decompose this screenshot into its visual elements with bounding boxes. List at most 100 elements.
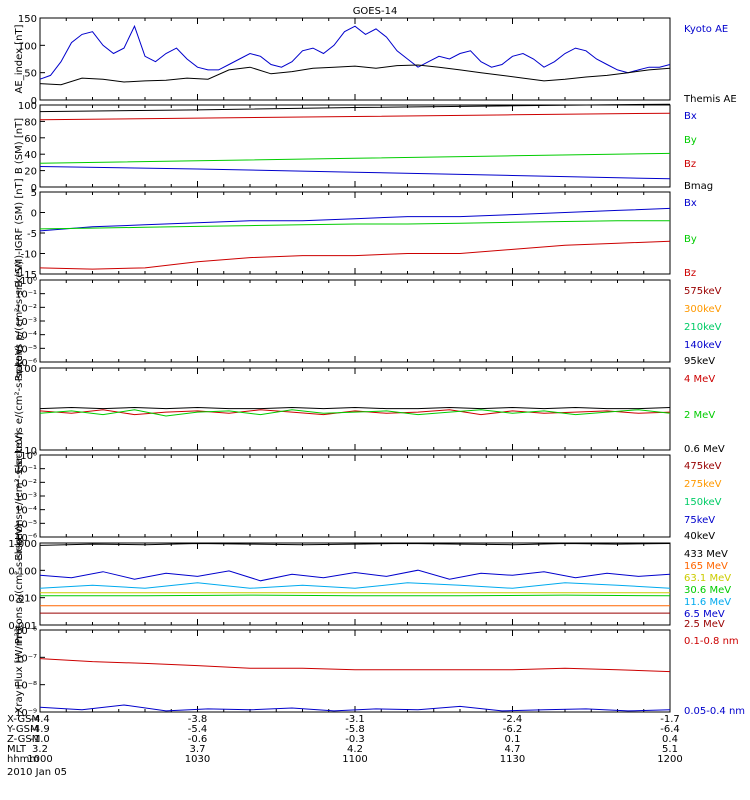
x-axis-value: -6.2	[503, 724, 523, 735]
series-line-3	[40, 594, 671, 597]
y-tick-label: 150	[18, 14, 37, 25]
y-axis-label: B (SM)-IGRF (SM) [nT]	[14, 178, 25, 287]
series-line-2	[39, 240, 671, 270]
x-axis-table: X-GSM-4.4 -3.8 -3.1 -2.4 -1.7 Y-GSM-4.9 -5.4 -5…	[6, 714, 683, 778]
legend-label: Bz	[684, 159, 696, 170]
series-line-0	[39, 658, 671, 673]
x-axis-value: 0.4	[662, 734, 678, 745]
y-axis-label: Protons p/(cm²-s-sr-keV)	[14, 261, 25, 382]
panel-frame	[39, 104, 671, 188]
x-axis-value: -6.4	[660, 724, 680, 735]
legend-label: 0.6 MeV	[684, 444, 725, 455]
y-tick-label: 10⁻¹	[15, 290, 37, 301]
y-tick-label: 10⁻⁵	[15, 344, 37, 355]
legend-label: 4 MeV	[684, 374, 715, 385]
legend-label: 433 MeV	[684, 549, 728, 560]
y-tick-label: 0.100	[8, 566, 37, 577]
y-tick-label: 0	[31, 209, 37, 220]
x-axis-row-label: Z-GSM	[7, 734, 40, 745]
y-tick-label: 10⁻⁷	[15, 653, 37, 664]
legend-label: 6.5 MeV	[684, 609, 725, 620]
y-tick-label: 5	[31, 188, 37, 199]
legend-label: By	[684, 234, 697, 245]
y-tick-label: -15	[21, 270, 37, 281]
series-line-1	[39, 64, 671, 86]
y-tick-label: 10⁻⁴	[15, 331, 37, 342]
y-tick-label: 10⁻⁶	[15, 533, 37, 544]
x-axis-value: 3.2	[32, 744, 48, 755]
legend-label: 300keV	[684, 304, 722, 315]
legend-label: 140keV	[684, 340, 722, 351]
x-axis-value: -1.7	[660, 714, 680, 725]
legend-label: Bz	[684, 268, 696, 279]
y-tick-label: 10⁻²	[15, 303, 37, 314]
series-line-1	[39, 152, 671, 164]
series-line-2	[39, 112, 671, 121]
y-tick-label: 20	[24, 167, 37, 178]
x-axis-value: 1130	[500, 754, 525, 765]
y-tick-label: 10⁻⁶	[15, 626, 37, 637]
series-line-0	[39, 542, 671, 546]
y-tick-label: 10⁻¹	[15, 465, 37, 476]
x-axis-row-label: hhmm	[7, 754, 39, 765]
series-line-0	[39, 207, 671, 232]
panel-1: 0 20 40 60 80 100 B (SM) [nT] Bx By Bz Bmag	[14, 101, 713, 194]
y-axis-label: Electrons e/(cm²-s-sr-keV)	[14, 344, 25, 473]
y-axis-label: Protons p/(cm²-s-sr-keV)	[14, 524, 25, 645]
y-axis-label: AE_index [nT]	[14, 24, 25, 93]
legend-label: 275keV	[684, 479, 722, 490]
x-axis-value: -3.1	[345, 714, 365, 725]
legend-label: 95keV	[684, 356, 715, 367]
y-tick-label: 10⁻³	[15, 317, 37, 328]
legend-label: Kyoto AE	[684, 24, 728, 35]
x-axis-value: -5.8	[345, 724, 365, 735]
panel-frame	[39, 191, 671, 275]
y-tick-label: 100	[18, 101, 37, 112]
y-axis-label: Xray Flux [W/m²]	[14, 628, 25, 713]
legend-label: By	[684, 135, 697, 146]
x-axis-value: -1.0	[30, 734, 50, 745]
series-line-3	[39, 103, 671, 113]
x-axis-value: -2.4	[503, 714, 523, 725]
legend-label: 2 MeV	[684, 410, 715, 421]
legend-label: 0.05-0.4 nm	[684, 706, 745, 717]
legend-label: 63.1 MeV	[684, 573, 731, 584]
y-tick-label: 10⁻⁸	[15, 681, 37, 692]
series-line-0	[39, 24, 671, 80]
series-line-1	[39, 220, 670, 230]
y-tick-label: 10	[24, 446, 37, 457]
x-axis-value: 1030	[185, 754, 210, 765]
legend-label: 40keV	[684, 531, 715, 542]
legend-label: 575keV	[684, 286, 722, 297]
y-tick-label: 40	[24, 150, 37, 161]
y-tick-label: 10⁻³	[15, 492, 37, 503]
y-tick-label: 10⁻⁹	[15, 708, 37, 719]
y-tick-label: 50	[24, 69, 37, 80]
legend-label: Bmag	[684, 181, 713, 192]
legend-label: 475keV	[684, 461, 722, 472]
x-axis-value: 4.7	[505, 744, 521, 755]
y-axis-label: B (SM) [nT]	[14, 118, 25, 174]
x-axis-value: 1200	[657, 754, 682, 765]
legend-label: 11.6 MeV	[684, 597, 731, 608]
legend-label: 150keV	[684, 497, 722, 508]
y-tick-label: 0	[31, 96, 37, 107]
x-axis-value: 1100	[342, 754, 367, 765]
x-axis-value: -4.4	[30, 714, 50, 725]
legend-label: 210keV	[684, 322, 722, 333]
y-tick-label: 10⁻⁵	[15, 519, 37, 530]
date-label: 2010 Jan 05	[7, 767, 67, 778]
y-tick-label: 10⁰	[20, 276, 37, 287]
y-tick-label: 0.010	[8, 594, 37, 605]
panel-frame	[39, 17, 671, 101]
y-tick-label: 100	[18, 41, 37, 52]
y-tick-label: 0.001	[8, 621, 37, 632]
y-tick-label: 80	[24, 117, 37, 128]
y-tick-label: 10⁻⁶	[15, 358, 37, 369]
x-axis-value: -5.4	[188, 724, 208, 735]
legend-label: Bx	[684, 111, 697, 122]
legend-label: 30.6 MeV	[684, 585, 731, 596]
x-axis-row-label: X-GSM	[7, 714, 40, 725]
